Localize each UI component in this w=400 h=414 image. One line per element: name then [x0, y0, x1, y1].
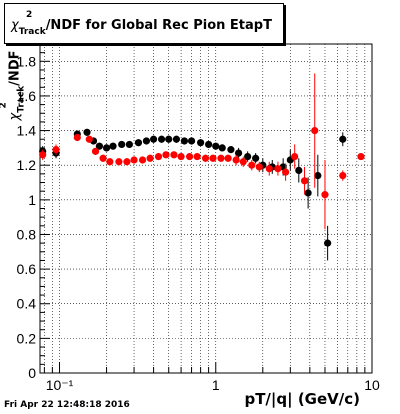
title-rest: /NDF for Global Rec Pion EtapT: [45, 18, 272, 33]
data-point: [134, 139, 143, 147]
data-point: [149, 135, 158, 143]
data-point: [212, 142, 220, 150]
timestamp-footer: Fri Apr 22 12:48:18 2016: [4, 400, 130, 410]
y-axis-label: χ 2 Track/NDF: [0, 50, 27, 121]
data-point: [339, 135, 347, 143]
data-point: [146, 154, 154, 162]
data-point: [224, 154, 232, 162]
ylabel-chi-symbol: χ: [7, 112, 23, 121]
data-point: [239, 158, 247, 166]
data-point: [311, 126, 319, 135]
plot-frame: [39, 43, 373, 374]
x-tick-label: 1: [212, 377, 220, 393]
data-point: [165, 135, 173, 143]
x-tick-label: 10⁻¹: [46, 377, 74, 393]
y-tick-label: 0.6: [17, 261, 37, 277]
data-point: [99, 154, 107, 162]
data-point: [85, 135, 93, 143]
data-point: [357, 152, 365, 161]
y-tick-label: 1.6: [17, 88, 37, 104]
data-point: [295, 166, 303, 175]
y-tick-label: 0.4: [17, 296, 37, 312]
x-axis-label: pT/|q| (GeV/c): [244, 390, 360, 408]
y-tick-label: 0.8: [17, 226, 37, 242]
data-point: [248, 161, 256, 169]
data-point: [115, 158, 123, 166]
chart-title-box: χ 2 Track/NDF for Global Rec Pion EtapT: [4, 3, 284, 44]
data-point: [244, 152, 252, 161]
y-tick-label: 1.4: [17, 123, 37, 139]
data-point: [282, 168, 290, 176]
data-point: [197, 139, 205, 147]
data-point: [106, 158, 114, 166]
y-tick-label: 1.8: [17, 53, 37, 69]
x-tick-label: 10: [364, 377, 380, 393]
data-point: [201, 154, 210, 162]
data-point: [39, 151, 47, 159]
data-point: [314, 172, 322, 180]
data-point: [217, 154, 225, 162]
data-point: [232, 156, 240, 164]
data-point: [321, 191, 329, 199]
data-point: [227, 146, 235, 154]
y-tick-label: 1: [28, 192, 36, 208]
y-tick-label: 0: [28, 365, 36, 381]
data-point: [339, 172, 347, 180]
data-point: [142, 137, 151, 145]
data-point: [170, 151, 178, 159]
data-point: [255, 163, 263, 171]
data-point: [123, 158, 131, 166]
data-point: [209, 154, 217, 162]
data-point: [52, 146, 60, 154]
data-point: [162, 151, 170, 159]
data-point: [130, 156, 138, 164]
y-tick-label: 1.2: [17, 157, 37, 173]
data-point: [324, 239, 332, 247]
data-point: [125, 140, 133, 149]
data-point: [205, 140, 213, 149]
data-point: [73, 133, 81, 142]
y-tick-label: 0.2: [17, 330, 37, 346]
data-point: [177, 152, 185, 161]
data-point: [138, 156, 147, 164]
data-point: [193, 152, 201, 161]
data-point: [185, 152, 194, 161]
data-point: [91, 147, 100, 155]
data-point: [102, 144, 111, 152]
ylabel-superscript: 2: [0, 102, 9, 108]
data-point: [109, 142, 117, 150]
title-chi-symbol: χ: [11, 18, 19, 33]
title-subscript: Track: [18, 27, 46, 37]
data-point: [291, 152, 299, 161]
data-point: [172, 135, 181, 143]
data-point: [180, 137, 189, 145]
data-point: [274, 165, 282, 173]
data-point: [265, 165, 273, 173]
data-point: [300, 177, 309, 185]
data-point: [154, 152, 163, 161]
data-point: [218, 144, 226, 152]
ylabel-rest: /NDF: [7, 50, 23, 86]
data-point: [95, 142, 104, 150]
title-superscript: 2: [26, 10, 33, 20]
ylabel-subscript: Track: [16, 85, 27, 113]
data-point: [157, 135, 166, 143]
data-point: [304, 189, 312, 197]
data-point: [234, 149, 243, 157]
data-point: [83, 128, 91, 136]
data-point: [252, 154, 260, 162]
data-point: [187, 137, 196, 145]
chart-title: χ 2 Track/NDF for Global Rec Pion EtapT: [11, 10, 272, 37]
data-point: [118, 140, 126, 149]
